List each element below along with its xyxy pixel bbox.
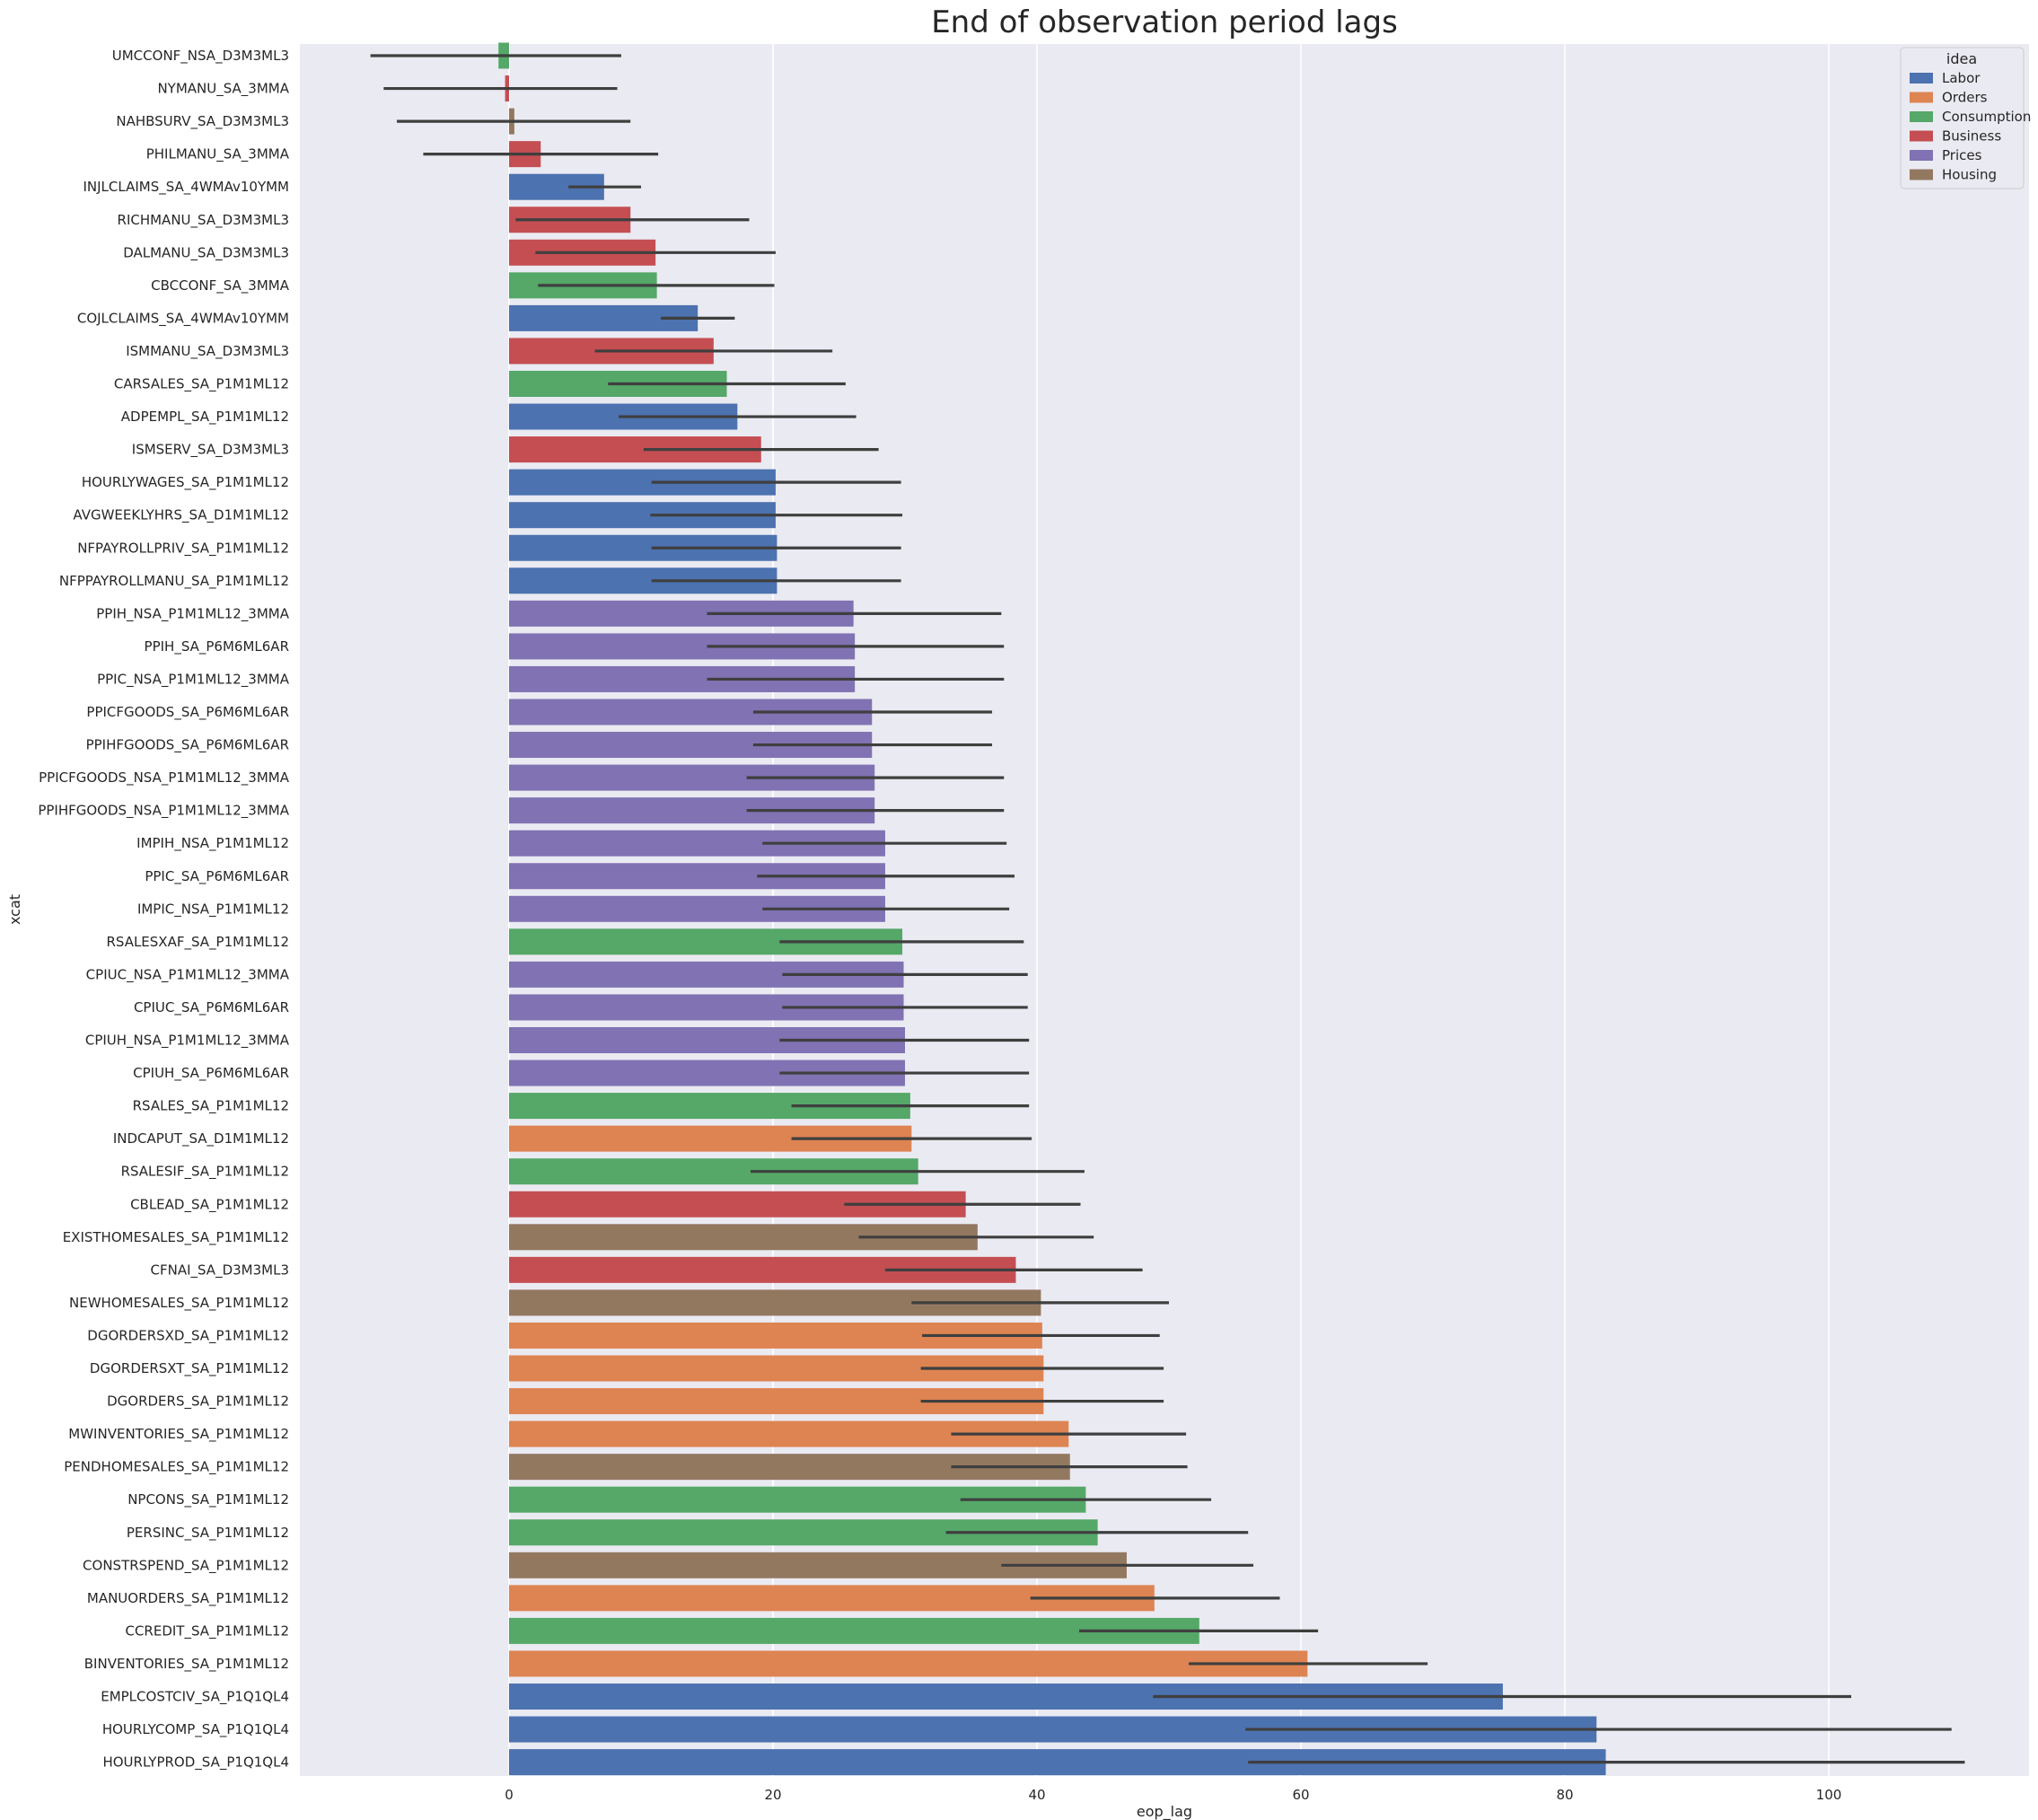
y-tick-label: CCREDIT_SA_P1M1ML12	[125, 1622, 289, 1640]
y-tick-label: INDCAPUT_SA_D1M1ML12	[113, 1130, 289, 1147]
bars	[498, 42, 1606, 1776]
chart-title: End of observation period lags	[931, 4, 1398, 40]
y-tick-label: RICHMANU_SA_D3M3ML3	[118, 212, 289, 229]
y-tick-label: PPICFGOODS_NSA_P1M1ML12_3MMA	[39, 769, 290, 787]
legend-title: idea	[1946, 50, 1977, 67]
y-tick-label: HOURLYWAGES_SA_P1M1ML12	[82, 474, 289, 491]
y-tick-label: PPIH_NSA_P1M1ML12_3MMA	[96, 605, 289, 622]
x-tick-label: 40	[1028, 1787, 1045, 1803]
y-tick-label: PPIH_SA_P6M6ML6AR	[145, 638, 289, 655]
legend-entry-label: Orders	[1942, 90, 1988, 106]
error-bars	[370, 54, 1965, 1764]
y-tick-label: RSALESXAF_SA_P1M1ML12	[106, 934, 289, 951]
y-tick-label: NFPPAYROLLMANU_SA_P1M1ML12	[59, 573, 289, 590]
y-tick-label: PPIC_SA_P6M6ML6AR	[145, 868, 289, 885]
y-tick-label: CONSTRSPEND_SA_P1M1ML12	[83, 1557, 289, 1574]
y-tick-label: ADPEMPL_SA_P1M1ML12	[121, 409, 289, 426]
y-tick-label: CPIUH_NSA_P1M1ML12_3MMA	[85, 1033, 290, 1050]
y-tick-label: MANUORDERS_SA_P1M1ML12	[87, 1590, 289, 1607]
y-tick-label: EXISTHOMESALES_SA_P1M1ML12	[63, 1229, 289, 1246]
x-tick-label: 80	[1556, 1787, 1573, 1803]
y-tick-label: CPIUC_SA_P6M6ML6AR	[134, 999, 289, 1016]
y-tick-label: NAHBSURV_SA_D3M3ML3	[116, 113, 289, 130]
y-tick-label: UMCCONF_NSA_D3M3ML3	[112, 48, 289, 65]
y-tick-label: DGORDERSXD_SA_P1M1ML12	[87, 1327, 289, 1344]
legend-swatch	[1910, 73, 1933, 84]
legend: idea Labor Orders Consumption Business Price…	[1900, 47, 2031, 189]
y-tick-label: EMPLCOSTCIV_SA_P1Q1QL4	[101, 1689, 289, 1706]
y-tick-label: ISMSERV_SA_D3M3ML3	[132, 442, 289, 459]
y-tick-label: DGORDERSXT_SA_P1M1ML12	[90, 1360, 289, 1377]
y-tick-label: NEWHOMESALES_SA_P1M1ML12	[69, 1295, 289, 1312]
y-tick-label: PHILMANU_SA_3MMA	[146, 146, 290, 163]
y-tick-label: RSALES_SA_P1M1ML12	[133, 1098, 289, 1115]
legend-entry-label: Housing	[1942, 167, 1997, 183]
legend-swatch	[1910, 92, 1933, 103]
y-tick-label: INJLCLAIMS_SA_4WMAv10YMM	[83, 179, 289, 196]
y-tick-label: BINVENTORIES_SA_P1M1ML12	[84, 1656, 289, 1673]
y-tick-label: PPICFGOODS_SA_P6M6ML6AR	[86, 704, 289, 721]
y-tick-label: COJLCLAIMS_SA_4WMAv10YMM	[77, 310, 289, 327]
x-axis-label: eop_lag	[1137, 1803, 1192, 1820]
y-tick-label: CARSALES_SA_P1M1ML12	[114, 376, 289, 393]
y-tick-label: HOURLYCOMP_SA_P1Q1QL4	[102, 1721, 289, 1738]
y-tick-label: PPIC_NSA_P1M1ML12_3MMA	[97, 671, 290, 688]
x-tick-label: 0	[505, 1787, 514, 1803]
y-tick-labels: UMCCONF_NSA_D3M3ML3 NYMANU_SA_3MMA NAHBSUR…	[38, 48, 289, 1772]
y-axis-label: xcat	[6, 894, 23, 925]
y-tick-label: CPIUC_NSA_P1M1ML12_3MMA	[86, 966, 290, 983]
legend-entry-label: Prices	[1942, 147, 1982, 163]
legend-swatch	[1910, 150, 1933, 161]
y-tick-label: NYMANU_SA_3MMA	[157, 81, 289, 98]
x-tick-label: 20	[764, 1787, 781, 1803]
y-tick-label: NPCONS_SA_P1M1ML12	[127, 1491, 289, 1508]
legend-swatch	[1910, 130, 1933, 142]
y-tick-label: ISMMANU_SA_D3M3ML3	[126, 343, 289, 360]
y-tick-label: CBLEAD_SA_P1M1ML12	[130, 1196, 289, 1213]
y-tick-label: PERSINC_SA_P1M1ML12	[127, 1525, 289, 1542]
y-tick-label: PPIHFGOODS_NSA_P1M1ML12_3MMA	[38, 803, 289, 820]
x-tick-labels: 0 20 40 60 80 100	[505, 1787, 1841, 1803]
legend-entries: Labor Orders Consumption Business Prices Hous…	[1910, 70, 2031, 183]
y-tick-label: IMPIC_NSA_P1M1ML12	[137, 901, 289, 918]
y-tick-label: AVGWEEKLYHRS_SA_D1M1ML12	[73, 507, 289, 524]
y-tick-label: CBCCONF_SA_3MMA	[151, 277, 290, 295]
legend-swatch	[1910, 111, 1933, 122]
y-tick-label: HOURLYPROD_SA_P1Q1QL4	[102, 1754, 289, 1772]
legend-entry-label: Labor	[1942, 70, 1981, 86]
y-tick-label: RSALESIF_SA_P1M1ML12	[121, 1164, 289, 1181]
bar	[509, 1650, 1308, 1677]
x-tick-label: 100	[1816, 1787, 1842, 1803]
legend-entry-label: Business	[1942, 128, 2001, 145]
y-tick-label: DALMANU_SA_D3M3ML3	[123, 244, 289, 261]
y-tick-label: MWINVENTORIES_SA_P1M1ML12	[68, 1426, 289, 1443]
y-tick-label: IMPIH_NSA_P1M1ML12	[136, 835, 289, 852]
legend-swatch	[1910, 169, 1933, 180]
legend-entry-label: Consumption	[1942, 109, 2031, 125]
y-tick-label: PPIHFGOODS_SA_P6M6ML6AR	[86, 737, 289, 754]
y-tick-label: DGORDERS_SA_P1M1ML12	[107, 1394, 289, 1411]
y-tick-label: PENDHOMESALES_SA_P1M1ML12	[64, 1459, 289, 1476]
y-tick-label: CFNAI_SA_D3M3ML3	[151, 1262, 290, 1279]
y-tick-label: NFPAYROLLPRIV_SA_P1M1ML12	[77, 540, 289, 557]
y-tick-label: CPIUH_SA_P6M6ML6AR	[133, 1065, 289, 1082]
x-tick-label: 60	[1292, 1787, 1309, 1803]
